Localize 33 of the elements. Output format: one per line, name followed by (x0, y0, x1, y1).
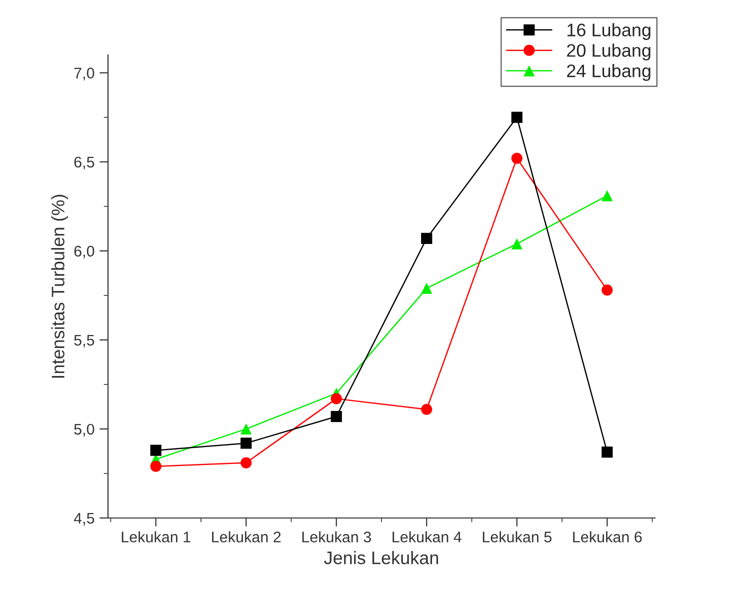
point (602, 446, 613, 458)
y-tick-label: 7,0 (74, 68, 94, 80)
y-tick-label: 6,5 (74, 156, 94, 170)
y-axis-title: Intensitas Turbulen (%) (51, 194, 68, 378)
y-tick-label: 5,5 (74, 334, 94, 348)
x-tick-label: Lekukan 6 (573, 531, 642, 542)
point (602, 190, 613, 202)
x-tick-label: Lekukan 5 (482, 531, 552, 542)
x-axis-title: Jenis Lekukan (324, 550, 438, 564)
point (421, 404, 432, 415)
point (511, 112, 522, 123)
point (240, 423, 252, 435)
x-tick-label: Lekukan 2 (212, 531, 281, 542)
legend-label: 20 Lubang (567, 44, 650, 60)
x-tick-label: Lekukan 4 (392, 531, 462, 542)
point (240, 457, 252, 468)
point (421, 282, 432, 294)
point (150, 444, 162, 456)
point (511, 152, 522, 164)
x-tick-label: Lekukan 1 (122, 531, 190, 542)
point (150, 460, 162, 472)
point (330, 393, 342, 404)
legend-label: 24 Lubang (567, 64, 650, 81)
point (330, 410, 342, 422)
point (421, 232, 432, 244)
y-tick-label: 6,0 (74, 246, 94, 258)
x-tick-label: Lekukan 3 (302, 531, 371, 542)
legend-label: 16 Lubang (568, 23, 650, 40)
y-tick-label: 4,5 (74, 513, 94, 526)
point (240, 438, 252, 449)
point (511, 238, 522, 250)
y-tick-label: 5,0 (74, 424, 94, 436)
point (602, 284, 613, 296)
